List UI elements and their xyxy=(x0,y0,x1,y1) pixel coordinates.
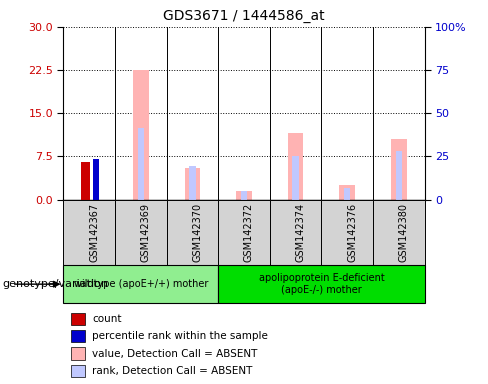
Text: percentile rank within the sample: percentile rank within the sample xyxy=(92,331,268,341)
Bar xyxy=(344,188,350,200)
Bar xyxy=(340,185,355,200)
Text: count: count xyxy=(92,314,122,324)
Bar xyxy=(138,127,144,200)
Bar xyxy=(133,70,148,200)
Text: GSM142372: GSM142372 xyxy=(244,203,254,262)
Text: GSM142374: GSM142374 xyxy=(296,203,305,262)
Text: GSM142380: GSM142380 xyxy=(399,203,409,262)
Text: rank, Detection Call = ABSENT: rank, Detection Call = ABSENT xyxy=(92,366,253,376)
Bar xyxy=(71,365,85,377)
Bar xyxy=(81,162,90,200)
Text: GSM142369: GSM142369 xyxy=(141,203,151,262)
Bar xyxy=(236,191,252,200)
Bar xyxy=(241,191,247,200)
Text: GSM142370: GSM142370 xyxy=(192,203,203,262)
Text: GSM142376: GSM142376 xyxy=(347,203,357,262)
Bar xyxy=(71,348,85,360)
Bar xyxy=(270,200,322,265)
Text: apolipoprotein E-deficient
(apoE-/-) mother: apolipoprotein E-deficient (apoE-/-) mot… xyxy=(259,273,384,295)
Bar xyxy=(184,168,200,200)
Bar xyxy=(63,200,115,265)
Bar xyxy=(391,139,407,200)
FancyBboxPatch shape xyxy=(63,265,218,303)
Bar xyxy=(288,134,304,200)
Bar xyxy=(93,159,99,200)
FancyBboxPatch shape xyxy=(218,265,425,303)
Bar xyxy=(71,330,85,343)
Text: genotype/variation: genotype/variation xyxy=(2,279,108,289)
Bar xyxy=(373,200,425,265)
Bar xyxy=(322,200,373,265)
Bar xyxy=(396,151,402,200)
Text: value, Detection Call = ABSENT: value, Detection Call = ABSENT xyxy=(92,349,258,359)
Title: GDS3671 / 1444586_at: GDS3671 / 1444586_at xyxy=(163,9,325,23)
Text: GSM142367: GSM142367 xyxy=(89,203,99,262)
Bar xyxy=(189,166,196,200)
Bar xyxy=(292,157,299,200)
Bar xyxy=(166,200,218,265)
Bar xyxy=(71,313,85,325)
Bar xyxy=(218,200,270,265)
Bar xyxy=(115,200,166,265)
Text: wildtype (apoE+/+) mother: wildtype (apoE+/+) mother xyxy=(74,279,208,289)
